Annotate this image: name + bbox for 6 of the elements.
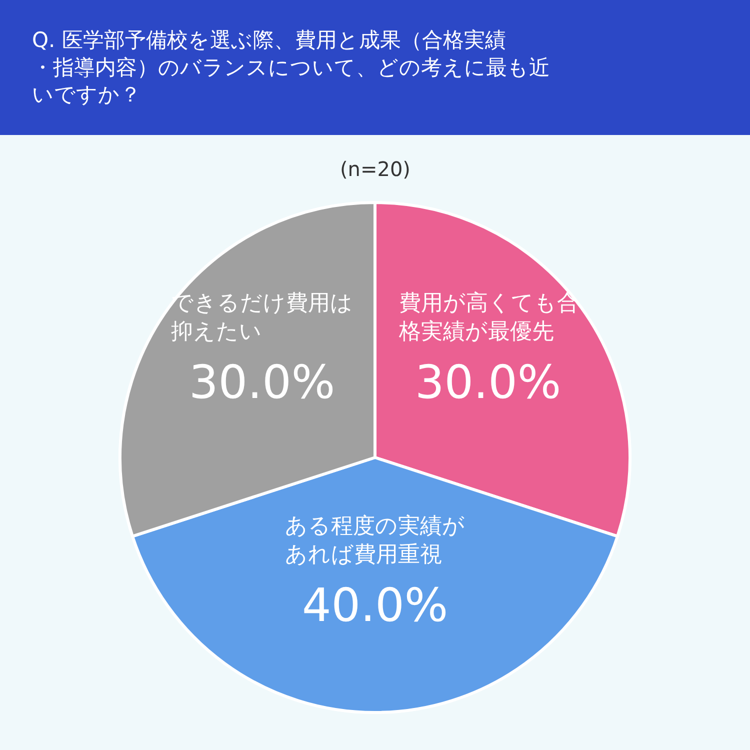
chart-subtitle: (n=20) — [340, 157, 410, 181]
chart-title: Q. 医学部予備校を選ぶ際、費用と成果（合格実績・指導内容）のバランスについて、どの考えに最も近いですか？ — [32, 28, 550, 107]
data-label: 40.0% — [302, 578, 448, 632]
data-label: 30.0% — [415, 355, 562, 409]
data-label: 30.0% — [189, 355, 336, 409]
slice-label: ある程度の実績があれば費用重視 — [285, 514, 465, 568]
